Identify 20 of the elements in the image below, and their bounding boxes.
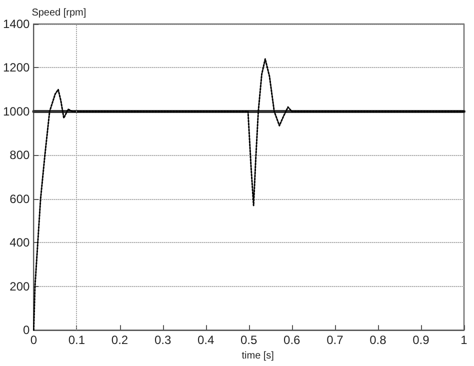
y-tick-label: 1400 <box>2 17 30 31</box>
x-tick-label: 0.7 <box>326 333 344 348</box>
x-tick-label: 0.5 <box>240 333 258 348</box>
x-tick-label: 0.9 <box>412 333 430 348</box>
y-tick-label: 400 <box>10 236 30 250</box>
y-tick-label: 1200 <box>2 60 30 75</box>
x-tick-label: 0.8 <box>370 333 387 348</box>
y-tick-label: 0 <box>23 323 30 338</box>
x-tick-label: 0.2 <box>111 333 128 348</box>
x-tick-label: 0.3 <box>154 333 172 348</box>
x-tick-label: 0.4 <box>197 333 214 348</box>
x-tick-label: 0.6 <box>284 333 301 348</box>
x-tick-label: 1 <box>460 333 468 348</box>
y-tick-label: 600 <box>10 192 30 206</box>
y-axis-title: Speed [rpm] <box>32 8 86 19</box>
x-tick-label: 0.1 <box>68 333 86 348</box>
x-axis-title: time [s] <box>242 350 274 362</box>
y-tick-label: 800 <box>10 148 30 162</box>
y-tick-label: 200 <box>10 279 30 294</box>
y-tick-label: 1000 <box>2 104 30 118</box>
